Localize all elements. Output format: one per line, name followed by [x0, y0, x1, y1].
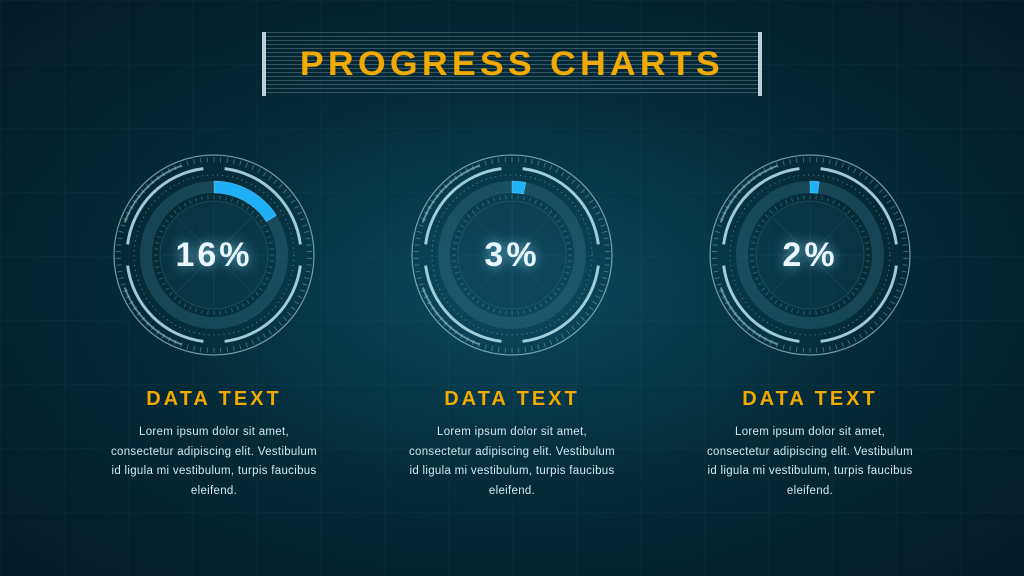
- gauge-dial-0: 16%: [109, 150, 319, 360]
- gauge-label-2: DATA TEXT: [742, 388, 878, 411]
- gauge-label-0: DATA TEXT: [146, 388, 282, 411]
- gauge-percent-0: 16%: [109, 150, 319, 360]
- gauge-label-1: DATA TEXT: [444, 388, 580, 411]
- gauge-body-1: Lorem ipsum dolor sit amet, consectetur …: [407, 423, 617, 501]
- gauges-row: 16% DATA TEXT Lorem ipsum dolor sit amet…: [0, 150, 1024, 501]
- gauge-dial-1: 3%: [407, 150, 617, 360]
- page-title: PROGRESS CHARTS: [300, 45, 724, 84]
- gauge-1: 3% DATA TEXT Lorem ipsum dolor sit amet,…: [407, 150, 617, 501]
- title-band: PROGRESS CHARTS: [262, 32, 762, 96]
- gauge-body-0: Lorem ipsum dolor sit amet, consectetur …: [109, 423, 319, 501]
- gauge-percent-1: 3%: [407, 150, 617, 360]
- gauge-percent-2: 2%: [705, 150, 915, 360]
- gauge-0: 16% DATA TEXT Lorem ipsum dolor sit amet…: [109, 150, 319, 501]
- gauge-body-2: Lorem ipsum dolor sit amet, consectetur …: [705, 423, 915, 501]
- gauge-2: 2% DATA TEXT Lorem ipsum dolor sit amet,…: [705, 150, 915, 501]
- gauge-dial-2: 2%: [705, 150, 915, 360]
